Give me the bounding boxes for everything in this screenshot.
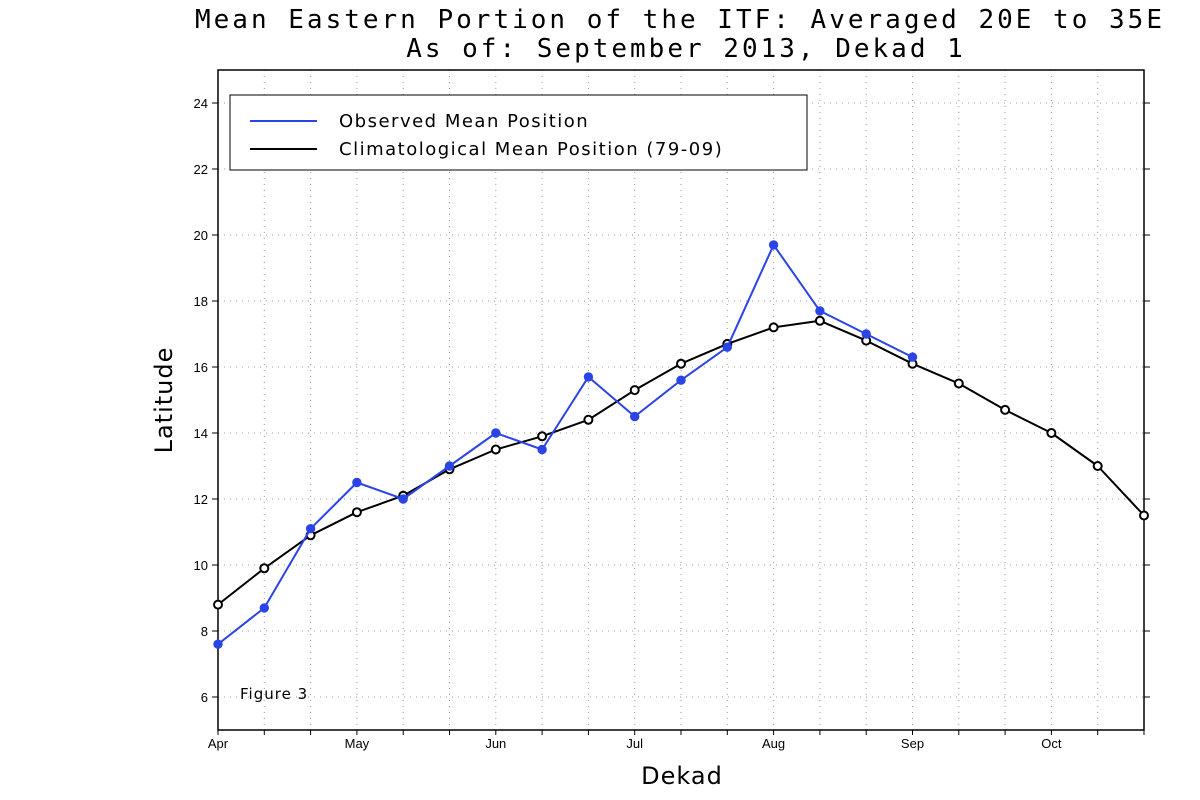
observed-point	[444, 461, 455, 471]
series-group	[213, 240, 1149, 649]
series-line-observed	[217, 243, 913, 645]
legend-label-observed: Observed Mean Position	[339, 111, 589, 132]
x-axis-title: Dekad	[641, 762, 723, 790]
climatology-point	[1000, 404, 1011, 415]
y-tick-label: 20	[194, 228, 208, 243]
climatology-point	[953, 378, 964, 389]
observed-point	[676, 375, 686, 385]
x-tick-label: May	[345, 736, 370, 751]
figure-annotation: Figure 3	[240, 685, 308, 703]
y-tick-label: 8	[201, 624, 208, 639]
climatology-point	[1139, 510, 1149, 521]
observed-point	[352, 477, 362, 488]
observed-point	[259, 603, 269, 613]
observed-point	[907, 352, 918, 362]
climatology-point	[676, 358, 686, 369]
y-tick-label: 14	[194, 426, 208, 441]
observed-point	[722, 342, 732, 352]
climatology-point	[629, 385, 640, 396]
observed-point	[537, 444, 547, 455]
x-tick-label: Oct	[1041, 736, 1062, 751]
observed-point	[861, 329, 871, 339]
chart-subtitle: As of: September 2013, Dekad 1	[406, 34, 966, 64]
y-tick-label: 24	[194, 96, 208, 111]
climatology-point	[583, 414, 594, 425]
observed-point	[768, 240, 779, 250]
x-tick-label: Jul	[626, 736, 643, 751]
y-tick-label: 16	[194, 360, 208, 375]
observed-point	[491, 428, 501, 438]
y-tick-label: 22	[194, 162, 208, 177]
observed-point	[305, 524, 316, 534]
climatology-point	[1046, 428, 1057, 438]
x-tick-label: Sep	[901, 736, 924, 751]
climatology-point	[351, 507, 362, 518]
legend-label-climatology: Climatological Mean Position (79-09)	[339, 139, 723, 160]
observed-point	[583, 372, 594, 382]
y-tick-label: 18	[194, 294, 208, 309]
observed-point	[398, 494, 408, 504]
observed-point	[815, 306, 825, 316]
observed-point	[630, 411, 640, 422]
legend: Observed Mean Position Climatological Me…	[229, 94, 808, 171]
y-axis-title: Latitude	[150, 347, 178, 454]
climatology-point	[537, 431, 548, 442]
chart-title: Mean Eastern Portion of the ITF: Average…	[195, 5, 1165, 35]
observed-point	[213, 639, 223, 649]
legend-box	[229, 94, 808, 171]
climatology-point	[768, 322, 779, 333]
climatology-point	[259, 563, 270, 574]
climatology-point	[814, 315, 825, 326]
y-axis: 6 8 10 12 14 16 18 20 22 24	[194, 96, 1150, 705]
climatology-point	[213, 599, 223, 610]
x-axis: Apr May Jun Jul Aug Sep Oct	[208, 730, 1145, 751]
y-tick-label: 12	[194, 492, 208, 507]
climatology-point	[1092, 461, 1103, 471]
y-tick-label: 6	[201, 690, 208, 705]
x-tick-label: Jun	[485, 736, 506, 751]
x-tick-label: Aug	[762, 736, 785, 751]
climatology-point	[490, 444, 501, 455]
y-tick-label: 10	[194, 558, 208, 573]
x-tick-label: Apr	[208, 736, 229, 751]
